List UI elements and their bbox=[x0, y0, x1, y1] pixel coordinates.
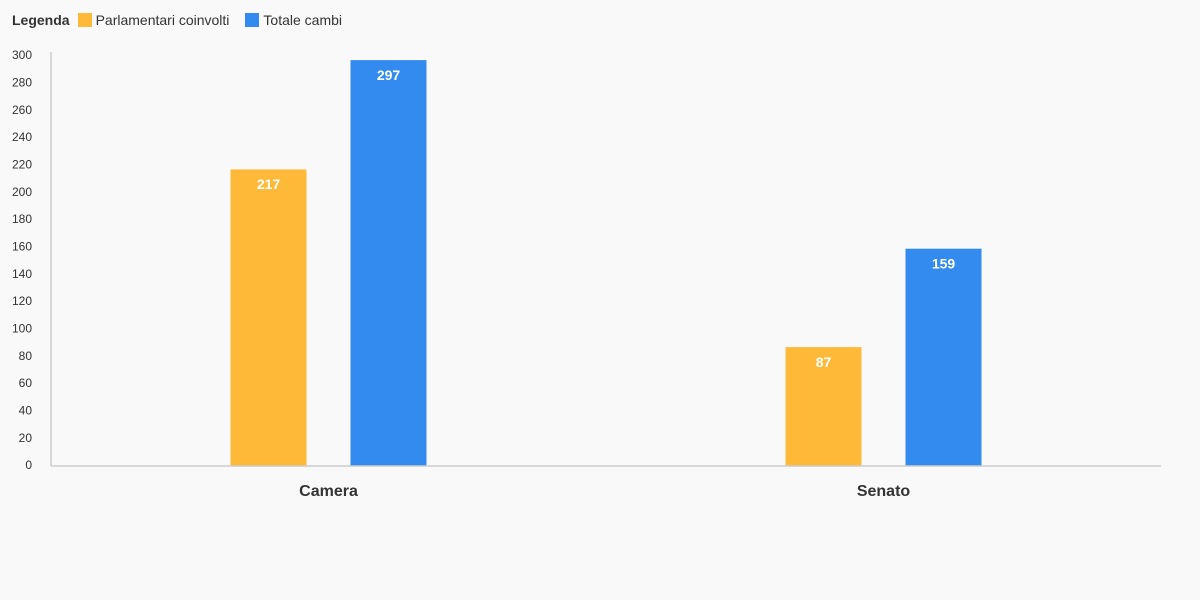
y-tick-label: 0 bbox=[25, 458, 32, 472]
bar bbox=[785, 347, 862, 466]
bar bbox=[905, 248, 982, 466]
y-tick-label: 40 bbox=[19, 404, 33, 418]
y-tick-label: 20 bbox=[19, 431, 33, 445]
legend-swatch bbox=[245, 13, 260, 27]
legend: Legenda Parlamentari coinvolti Totale cam… bbox=[12, 12, 358, 28]
y-tick-label: 120 bbox=[12, 294, 32, 308]
y-tick-label: 160 bbox=[12, 240, 32, 254]
data-label: 159 bbox=[932, 255, 956, 271]
data-label: 87 bbox=[816, 354, 832, 370]
legend-label: Parlamentari coinvolti bbox=[95, 12, 230, 28]
bar bbox=[230, 169, 307, 466]
y-tick-label: 180 bbox=[12, 212, 32, 226]
y-tick-label: 140 bbox=[12, 267, 32, 281]
data-label: 217 bbox=[257, 176, 281, 192]
y-tick-label: 220 bbox=[12, 158, 32, 172]
legend-swatch bbox=[77, 13, 92, 27]
y-tick-label: 280 bbox=[12, 76, 32, 90]
x-tick-label: Camera bbox=[299, 483, 358, 500]
legend-title: Legenda bbox=[12, 12, 70, 28]
y-tick-label: 240 bbox=[12, 130, 32, 144]
y-tick-label: 300 bbox=[12, 48, 32, 62]
y-tick-label: 60 bbox=[19, 376, 33, 390]
legend-item: Parlamentari coinvolti bbox=[77, 12, 230, 28]
legend-label: Totale cambi bbox=[263, 12, 343, 28]
bar bbox=[350, 60, 427, 466]
legend-item: Totale cambi bbox=[245, 12, 342, 28]
x-tick-label: Senato bbox=[857, 483, 911, 500]
y-tick-label: 260 bbox=[12, 103, 32, 117]
data-label: 297 bbox=[377, 67, 401, 83]
y-tick-label: 80 bbox=[19, 349, 33, 363]
y-tick-label: 200 bbox=[12, 185, 32, 199]
y-tick-label: 100 bbox=[12, 322, 32, 336]
